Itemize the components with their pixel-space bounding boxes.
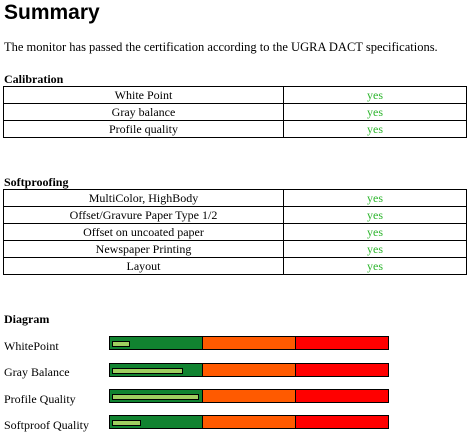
diagram-label-softproof-quality: Softproof Quality: [4, 418, 89, 432]
calibration-heading: Calibration: [4, 72, 64, 86]
diagram-label-whitepoint: WhitePoint: [4, 339, 59, 353]
table-row: Offset on uncoated paper yes: [3, 223, 467, 241]
profile-quality-level-indicator: [112, 394, 199, 400]
softproofing-item: Layout: [3, 257, 284, 275]
calibration-item: Gray balance: [3, 103, 284, 121]
calibration-item: Profile quality: [3, 120, 284, 138]
page-title: Summary: [4, 1, 100, 24]
bad-zone: [296, 364, 388, 376]
diagram-label-profile-quality: Profile Quality: [4, 392, 76, 406]
medium-zone: [203, 337, 296, 349]
medium-zone: [203, 364, 296, 376]
certification-statement: The monitor has passed the certification…: [4, 40, 438, 54]
medium-zone: [203, 416, 296, 428]
whitepoint-level-indicator: [112, 341, 130, 347]
bad-zone: [296, 390, 388, 402]
calibration-result: yes: [283, 103, 467, 121]
diagram-heading: Diagram: [4, 312, 50, 326]
gray-balance-quality-bar: [109, 363, 389, 377]
softproofing-result: yes: [283, 223, 467, 241]
calibration-result: yes: [283, 120, 467, 138]
softproofing-table: MultiColor, HighBody yes Offset/Gravure …: [3, 189, 467, 275]
calibration-table: White Point yes Gray balance yes Profile…: [3, 86, 467, 138]
bad-zone: [296, 337, 388, 349]
softproof-quality-level-indicator: [112, 420, 141, 426]
medium-zone: [203, 390, 296, 402]
softproofing-item: Offset on uncoated paper: [3, 223, 284, 241]
softproofing-item: MultiColor, HighBody: [3, 189, 284, 207]
diagram-label-gray-balance: Gray Balance: [4, 365, 70, 379]
table-row: Gray balance yes: [3, 103, 467, 121]
softproofing-result: yes: [283, 206, 467, 224]
calibration-item: White Point: [3, 86, 284, 104]
gray-balance-level-indicator: [112, 368, 183, 374]
softproof-quality-bar: [109, 415, 389, 429]
table-row: Offset/Gravure Paper Type 1/2 yes: [3, 206, 467, 224]
softproofing-item: Newspaper Printing: [3, 240, 284, 258]
calibration-result: yes: [283, 86, 467, 104]
table-row: MultiColor, HighBody yes: [3, 189, 467, 207]
softproofing-heading: Softproofing: [4, 175, 69, 189]
table-row: Layout yes: [3, 257, 467, 275]
softproofing-result: yes: [283, 257, 467, 275]
profile-quality-bar: [109, 389, 389, 403]
good-zone: [110, 337, 203, 349]
softproofing-result: yes: [283, 240, 467, 258]
table-row: Profile quality yes: [3, 120, 467, 138]
bad-zone: [296, 416, 388, 428]
table-row: White Point yes: [3, 86, 467, 104]
whitepoint-quality-bar: [109, 336, 389, 350]
table-row: Newspaper Printing yes: [3, 240, 467, 258]
softproofing-item: Offset/Gravure Paper Type 1/2: [3, 206, 284, 224]
softproofing-result: yes: [283, 189, 467, 207]
